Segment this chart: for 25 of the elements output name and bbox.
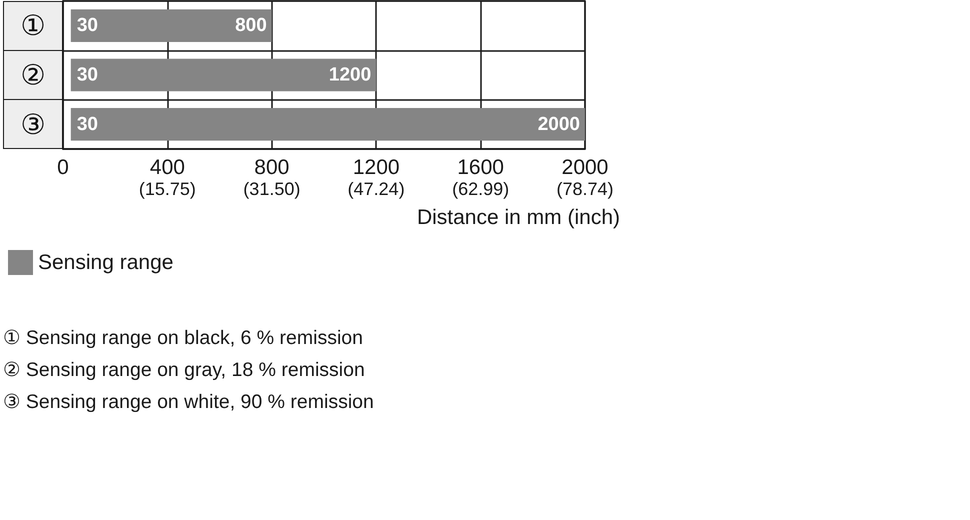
x2-tick-label: (78.74) — [556, 179, 614, 199]
annotation: 30 — [76, 114, 98, 135]
y-tick-label: ② — [20, 58, 46, 92]
x-tick-label: 1600 — [457, 156, 504, 179]
y-tick-label: ③ — [20, 108, 46, 141]
x-axis-title: Distance in mm (inch) — [416, 206, 620, 229]
annotation: 30 — [76, 64, 98, 86]
text: ① Sensing range on black, 6 % remission — [3, 327, 363, 349]
x2-tick-label: (47.24) — [348, 179, 405, 199]
annotation: 800 — [235, 15, 267, 36]
x-tick-label: 400 — [150, 156, 185, 179]
x2-tick-label: (15.75) — [138, 179, 196, 199]
y-tick-label: ① — [20, 9, 46, 42]
annotation: 2000 — [538, 114, 580, 135]
x2-tick-label: (62.99) — [452, 179, 510, 199]
x-tick-label: 1200 — [352, 156, 400, 179]
x-tick-label: 0 — [57, 156, 69, 179]
text: ② Sensing range on gray, 18 % remission — [3, 359, 365, 381]
annotation: 1200 — [328, 64, 372, 86]
annotation: 30 — [76, 15, 98, 36]
text: ③ Sensing range on white, 90 % remission — [3, 391, 374, 413]
x2-tick-label: (31.50) — [243, 179, 300, 199]
x-tick-label: 2000 — [562, 156, 608, 179]
x-tick-label: 800 — [254, 156, 290, 179]
legend-label: Sensing range — [38, 251, 174, 274]
